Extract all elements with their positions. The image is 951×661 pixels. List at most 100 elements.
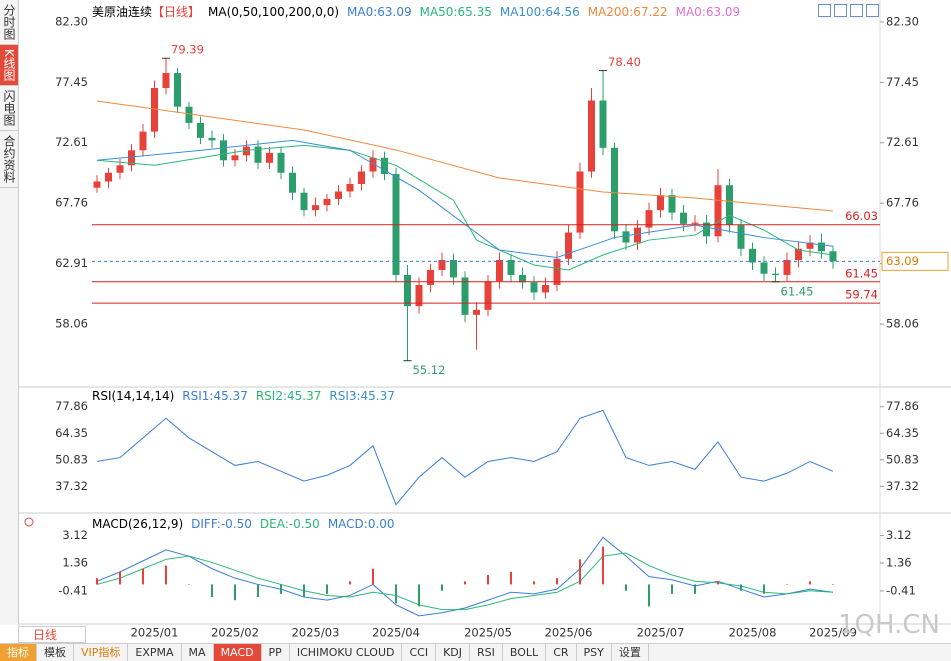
legend-entry: DEA:-0.50 <box>259 517 320 531</box>
macd-bar <box>694 584 696 594</box>
side-tab[interactable]: 分时图 <box>0 0 18 45</box>
macd-bar <box>602 546 604 585</box>
indicator-line <box>96 144 834 271</box>
layout-icon[interactable] <box>818 4 831 17</box>
macd-bar <box>441 584 443 591</box>
tool-button[interactable]: 指标 <box>0 644 37 661</box>
macd-bar <box>625 584 627 591</box>
candle-body <box>427 269 434 285</box>
candle-body <box>542 284 549 293</box>
candle-body <box>553 258 561 285</box>
macd-bar <box>188 584 190 585</box>
candle-body <box>312 205 319 211</box>
side-tab[interactable]: 闪电图 <box>0 86 18 131</box>
candle-body <box>174 73 181 107</box>
candle-body <box>611 147 618 232</box>
y-tick-label: 58.06 <box>886 317 919 331</box>
legend: RSI(14,14,14) RSI1:45.37 RSI2:45.37 RSI3:45… <box>92 389 395 403</box>
candle-body <box>657 195 664 211</box>
y-tick-label: 77.45 <box>55 75 88 89</box>
price-line-label: 61.45 <box>845 266 878 280</box>
legend-entry: RSI1:45.37 <box>182 389 248 403</box>
candle-body <box>496 259 503 282</box>
candle-body <box>185 106 193 123</box>
candle-body <box>634 227 641 243</box>
y-tick-label: 64.35 <box>886 426 919 440</box>
candle-body <box>289 172 296 193</box>
tool-button[interactable]: BOLL <box>503 644 547 661</box>
candle-body <box>346 183 354 192</box>
layout-icon[interactable] <box>866 4 879 17</box>
tool-button[interactable]: ICHIMOKU CLOUD <box>290 644 403 661</box>
tool-button[interactable]: EXPMA <box>128 644 182 661</box>
tool-button[interactable]: CR <box>546 644 577 661</box>
candle-body <box>680 212 687 224</box>
macd-bar <box>349 581 351 585</box>
macd-bar <box>556 578 558 585</box>
sidebar: 分时图 K线图 闪电图 合约资料 <box>0 0 19 625</box>
y-tick-label: 50.83 <box>55 452 88 466</box>
candle-body <box>162 73 170 89</box>
indicator-line <box>96 536 834 617</box>
side-tab[interactable]: 合约资料 <box>0 131 18 188</box>
candle-body <box>484 281 492 310</box>
x-tick-label: 2025/08 <box>729 626 777 640</box>
settings-icon[interactable] <box>24 517 34 527</box>
macd-bar <box>372 568 374 585</box>
candle-body <box>369 157 377 172</box>
tool-button[interactable]: KDJ <box>436 644 471 661</box>
tool-button[interactable]: 模板 <box>37 644 74 661</box>
annotation-label: 78.40 <box>608 55 641 69</box>
candle-body <box>829 251 837 262</box>
y-tick-label: 37.32 <box>886 479 919 493</box>
watermark: 1QH.CN <box>838 610 940 640</box>
legend-title: 美原油连续 <box>92 5 153 19</box>
x-tick-label: 2025/09 <box>809 626 857 640</box>
candle-body <box>139 131 147 151</box>
legend-title: MACD(26,12,9) <box>92 517 184 531</box>
y-tick-label: 67.76 <box>55 196 88 210</box>
candle-body <box>806 242 814 249</box>
y-tick-label: 67.76 <box>886 196 919 210</box>
macd-bar <box>809 581 811 585</box>
macd-bar <box>648 584 650 607</box>
tool-button[interactable]: PSY <box>577 644 612 661</box>
tool-button[interactable]: CCI <box>402 644 437 661</box>
price-line-label: 59.74 <box>845 288 878 302</box>
layout-icon[interactable] <box>850 4 863 17</box>
tool-button[interactable]: MA <box>182 644 214 661</box>
x-tick-label: 2025/05 <box>464 626 512 640</box>
last-price-label: 63.09 <box>886 254 919 268</box>
candle-body <box>668 195 676 213</box>
tool-button[interactable]: MACD <box>213 644 262 661</box>
y-tick-label: 3.12 <box>62 528 88 542</box>
tool-button[interactable]: 设置 <box>612 644 649 661</box>
macd-bar <box>832 584 834 585</box>
candle-body <box>93 181 101 188</box>
legend-entry: MA0:63.09 <box>675 4 741 19</box>
candle-body <box>691 222 699 224</box>
y-tick-label: 72.61 <box>886 135 919 149</box>
layout-icon[interactable] <box>834 4 847 17</box>
candle-body <box>714 185 722 237</box>
legend-entry: MA100:64.56 <box>499 4 580 19</box>
candle-body <box>151 88 158 132</box>
tool-button[interactable]: PP <box>262 644 290 661</box>
candle-body <box>128 150 135 166</box>
period-select[interactable]: 日线 <box>18 626 86 643</box>
macd-bar <box>510 571 512 585</box>
y-tick-label: 1.36 <box>62 556 88 570</box>
candle-body <box>737 225 745 249</box>
side-tab[interactable]: K线图 <box>0 45 18 86</box>
candle-body <box>404 274 411 307</box>
macd-bar <box>487 575 489 585</box>
chart: 82.30 82.30 77.45 77.45 72.61 72.61 67.76 67.76… <box>18 0 951 640</box>
tool-button[interactable]: VIP指标 <box>74 644 129 661</box>
candle-body <box>415 284 423 307</box>
y-tick-label: -0.41 <box>58 583 88 597</box>
tool-button[interactable]: RSI <box>470 644 503 661</box>
candle-body <box>231 155 239 161</box>
candle-body <box>323 198 331 206</box>
legend-entry: RSI3:45.37 <box>329 389 395 403</box>
